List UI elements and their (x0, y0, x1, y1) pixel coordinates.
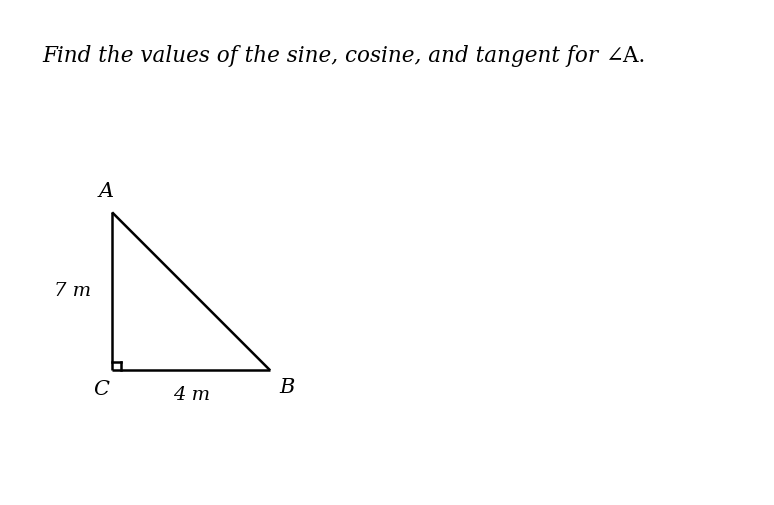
Text: C: C (93, 380, 109, 399)
Text: B: B (279, 378, 295, 397)
Text: 4 m: 4 m (173, 386, 210, 404)
Text: Find the values of the sine, cosine, and tangent for: Find the values of the sine, cosine, and… (43, 45, 605, 68)
Text: 7 m: 7 m (54, 282, 91, 300)
Text: ∠A.: ∠A. (605, 45, 646, 68)
Text: A: A (98, 182, 114, 201)
